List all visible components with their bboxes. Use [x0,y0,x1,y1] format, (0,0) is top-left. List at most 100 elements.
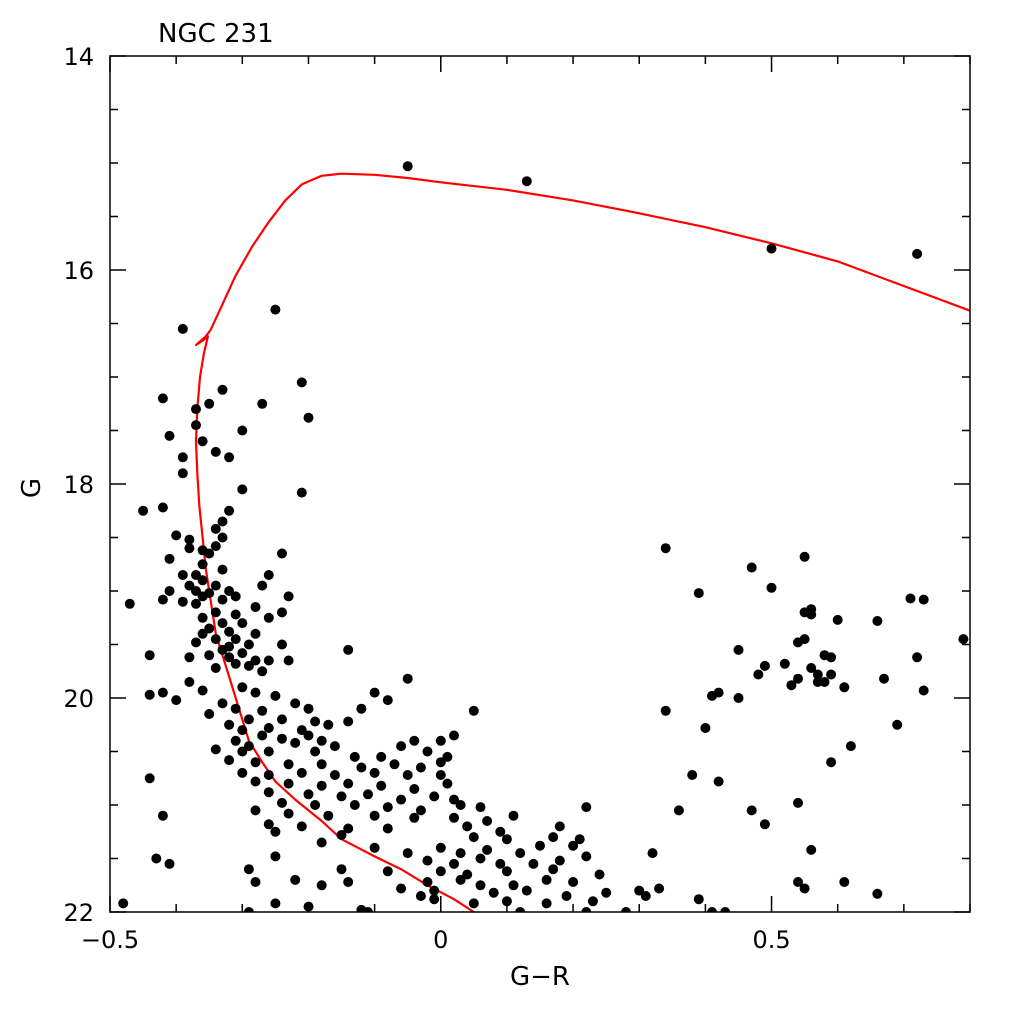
star-point [310,800,321,810]
star-point [257,705,268,716]
star-point [839,682,850,693]
star-point [204,709,215,719]
star-point [449,794,459,805]
star-point [442,778,453,789]
star-point [700,723,711,733]
star-point [144,650,155,661]
star-point [409,812,420,823]
star-point [799,551,810,562]
star-point [462,869,473,880]
star-point [191,404,201,415]
star-point [224,452,235,463]
chart-title: NGC 231 [158,19,274,49]
star-point [157,810,168,821]
star-point [468,832,479,843]
star-point [243,741,254,752]
star-point [759,660,770,671]
star-point [912,652,923,663]
star-point [237,767,248,778]
star-point [210,744,221,755]
star-point [191,598,201,609]
star-point [693,588,704,599]
star-point [263,723,274,733]
star-point [177,596,188,607]
star-point [329,770,340,780]
star-point [296,767,307,778]
star-point [356,703,367,714]
star-point [191,637,201,648]
star-point [548,832,559,843]
star-point [872,888,883,899]
star-point [210,580,221,591]
star-point [237,484,248,495]
star-point [157,393,168,404]
y-tick-label: 18 [63,471,94,499]
star-point [270,826,281,837]
star-point [501,834,512,845]
star-point [634,885,645,896]
star-point [157,594,168,605]
star-point [415,762,426,773]
star-point [138,505,149,516]
star-point [349,800,360,810]
star-point [303,789,314,800]
star-point [164,858,175,869]
isochrone-line [194,172,971,913]
star-point [263,787,274,798]
star-point [912,248,923,259]
star-point [151,853,162,864]
star-point [462,821,473,832]
star-point [210,663,221,673]
star-point [210,541,221,552]
star-point [581,802,592,813]
star-point [449,858,459,869]
star-point [720,907,731,912]
star-point [277,607,287,618]
star-point [845,741,856,752]
star-point [197,612,208,623]
star-point [826,652,837,663]
star-point [382,695,393,706]
star-point [349,751,360,762]
star-point [336,830,347,840]
star-point [356,762,367,773]
star-point [363,907,373,912]
chart-axes: −0.5 0 0.5 14 16 18 20 22 [63,43,971,954]
star-point [177,452,188,463]
star-point [184,543,195,554]
star-point [283,808,294,819]
star-point [707,907,717,912]
star-point [237,618,248,629]
x-tick-label: 0.5 [752,926,790,954]
star-point [455,848,466,859]
star-point [396,794,407,805]
star-point [766,582,777,593]
star-point [323,810,334,821]
star-point [488,887,499,898]
x-tick-label: −0.5 [81,926,139,954]
star-point [654,883,665,894]
star-point [171,530,182,541]
star-point [369,842,380,853]
star-point [164,553,175,564]
star-point [303,901,314,912]
star-point [501,866,512,877]
star-point [468,705,479,716]
star-point [243,639,254,650]
star-point [779,658,790,669]
star-point [369,687,380,698]
star-point [316,735,327,746]
star-point [230,703,241,714]
star-point [224,626,235,637]
star-point [230,609,241,620]
star-point [812,669,823,680]
star-point [270,690,281,701]
plot-frame [109,55,971,913]
star-point [793,673,803,684]
star-point [277,733,287,744]
star-point [766,243,777,254]
star-point [640,891,651,901]
star-point [316,837,327,848]
star-point [535,840,545,851]
star-point [568,877,579,887]
